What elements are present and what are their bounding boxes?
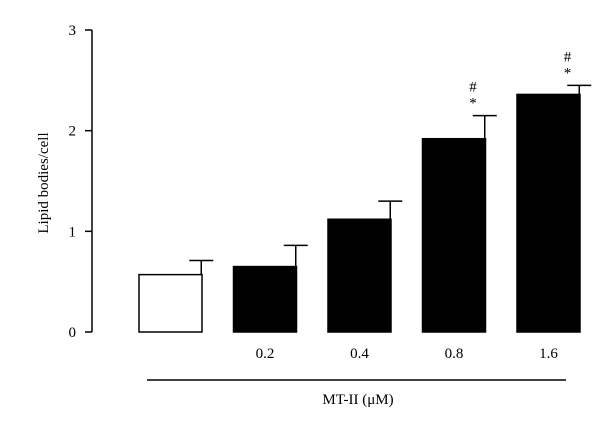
y-tick-label: 1 xyxy=(69,224,77,240)
x-tick-label: 0.2 xyxy=(256,346,275,362)
bars: #*#* xyxy=(138,49,592,333)
significance-asterisk: * xyxy=(564,65,572,81)
bar-control xyxy=(138,273,203,333)
bar-0.8 xyxy=(421,137,487,333)
x-tick-label: 1.6 xyxy=(539,346,558,362)
x-tick-label: 0.4 xyxy=(350,346,369,362)
y-tick-label: 3 xyxy=(69,23,77,39)
y-tick-label: 2 xyxy=(69,124,77,140)
bar-0.2 xyxy=(232,265,298,333)
y-tick-label: 0 xyxy=(69,325,77,341)
significance-hash: # xyxy=(564,49,572,65)
bar-1.6 xyxy=(516,93,581,333)
y-axis-label: Lipid bodies/cell xyxy=(36,132,52,233)
bar-0.4 xyxy=(327,218,392,333)
significance-hash: # xyxy=(469,80,477,96)
x-axis-label: MT-II (μM) xyxy=(322,392,393,408)
x-tick-labels: 0.2 0.4 0.8 1.6 xyxy=(256,346,559,362)
y-ticks: 0 1 2 3 xyxy=(69,23,92,341)
significance-asterisk: * xyxy=(469,96,477,112)
x-tick-label: 0.8 xyxy=(445,346,464,362)
